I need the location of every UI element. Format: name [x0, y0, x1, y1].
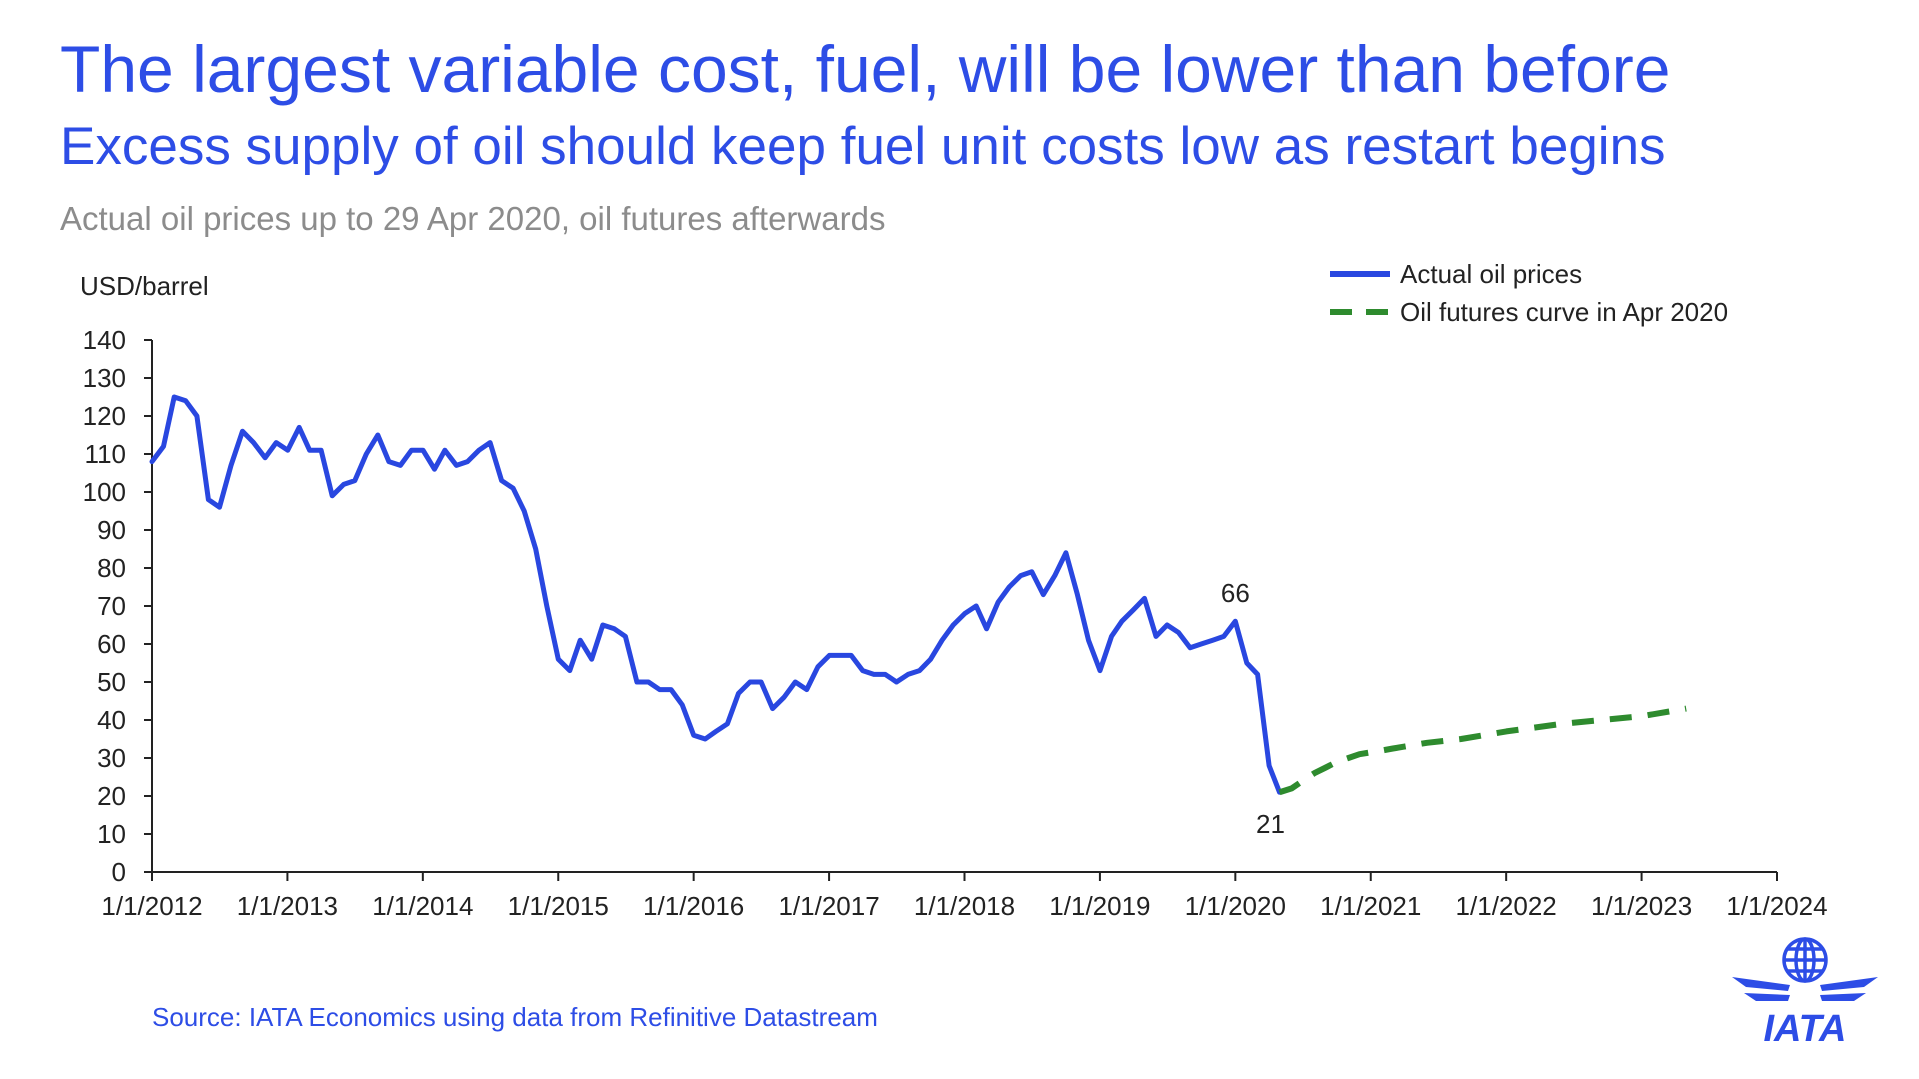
oil-futures-line — [1278, 705, 1687, 796]
chart-caption: Actual oil prices up to 29 Apr 2020, oil… — [60, 200, 886, 237]
x-tick-label: 1/1/2022 — [1456, 891, 1557, 921]
x-tick-label: 1/1/2023 — [1591, 891, 1692, 921]
y-tick-label: 120 — [83, 401, 126, 431]
x-tick-label: 1/1/2020 — [1185, 891, 1286, 921]
data-label-annotation: 21 — [1256, 809, 1285, 839]
y-tick-label: 20 — [97, 781, 126, 811]
x-tick-label: 1/1/2014 — [372, 891, 473, 921]
y-tick-label: 110 — [85, 439, 126, 469]
x-tick-label: 1/1/2017 — [778, 891, 879, 921]
wings-icon — [1732, 977, 1878, 1001]
y-tick-label: 70 — [97, 591, 126, 621]
y-tick-label: 90 — [97, 515, 126, 545]
x-tick-label: 1/1/2024 — [1726, 891, 1827, 921]
y-tick-label: 100 — [83, 477, 126, 507]
globe-icon — [1782, 937, 1828, 983]
y-tick-label: 40 — [97, 705, 126, 735]
y-tick-label: 80 — [97, 553, 126, 583]
x-tick-label: 1/1/2013 — [237, 891, 338, 921]
actual-oil-price-line — [149, 394, 1282, 795]
y-tick-label: 30 — [97, 743, 126, 773]
x-tick-label: 1/1/2019 — [1049, 891, 1150, 921]
iata-logo: IATA — [1732, 937, 1878, 1045]
y-tick-label: 130 — [83, 363, 126, 393]
x-tick-label: 1/1/2012 — [101, 891, 202, 921]
iata-logo-text: IATA — [1763, 1008, 1846, 1045]
source-note: Source: IATA Economics using data from R… — [152, 1002, 878, 1032]
chart-title: The largest variable cost, fuel, will be… — [60, 32, 1671, 106]
legend-label: Oil futures curve in Apr 2020 — [1400, 297, 1728, 327]
x-tick-label: 1/1/2015 — [508, 891, 609, 921]
y-tick-label: 140 — [83, 325, 126, 355]
y-axis-label: USD/barrel — [80, 271, 209, 301]
x-tick-label: 1/1/2016 — [643, 891, 744, 921]
y-tick-label: 50 — [97, 667, 126, 697]
legend-label: Actual oil prices — [1400, 259, 1582, 289]
data-label-annotation: 66 — [1221, 578, 1250, 608]
y-tick-label: 60 — [97, 629, 126, 659]
x-tick-label: 1/1/2018 — [914, 891, 1015, 921]
chart-subtitle: Excess supply of oil should keep fuel un… — [60, 117, 1666, 176]
x-tick-label: 1/1/2021 — [1320, 891, 1421, 921]
y-tick-label: 10 — [97, 819, 126, 849]
y-tick-label: 0 — [112, 857, 126, 887]
